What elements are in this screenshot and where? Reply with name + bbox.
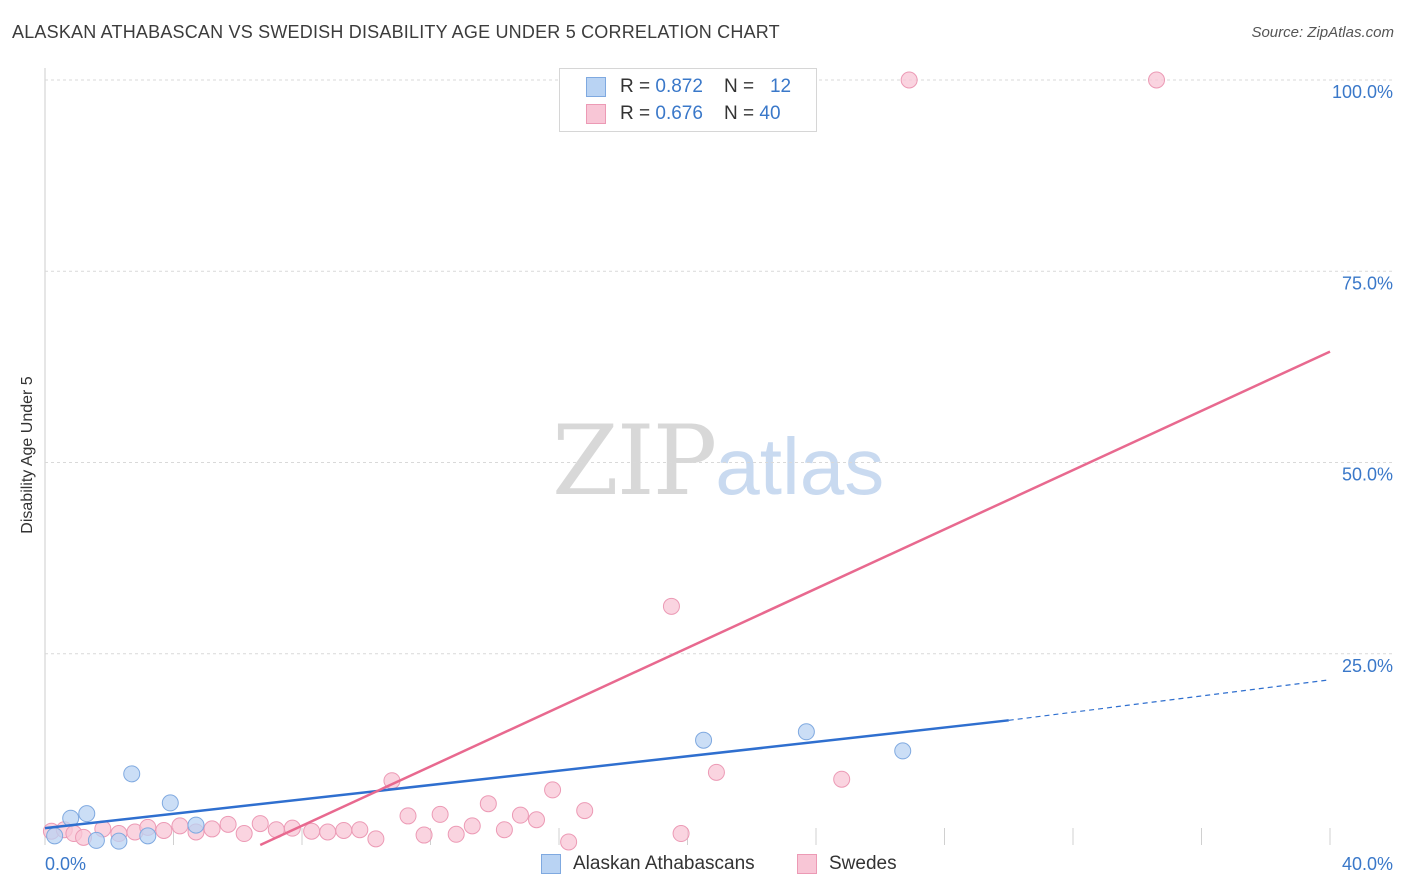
legend-n-label: N = <box>724 76 760 97</box>
legend-swatch-blue <box>586 77 606 97</box>
point-alaskan <box>161 794 179 812</box>
legend-label-swedes: Swedes <box>829 853 897 874</box>
legend-r-label: R = <box>620 76 656 97</box>
point-alaskan <box>78 805 96 823</box>
point-swedes <box>447 825 465 843</box>
watermark-zip: ZIP <box>552 405 717 517</box>
point-swedes <box>251 815 269 833</box>
point-swedes <box>171 817 189 835</box>
point-alaskan <box>87 831 105 849</box>
legend-r-value: 0.676 <box>655 103 703 124</box>
y-tick-label: 100.0% <box>1332 82 1393 102</box>
point-swedes <box>335 821 353 839</box>
point-swedes <box>235 825 253 843</box>
point-swedes <box>662 597 680 615</box>
point-swedes <box>833 770 851 788</box>
point-alaskan <box>46 827 64 845</box>
point-swedes <box>399 807 417 825</box>
point-swedes <box>495 821 513 839</box>
point-alaskan <box>894 742 912 760</box>
point-alaskan <box>187 816 205 834</box>
point-alaskan <box>797 723 815 741</box>
point-swedes <box>511 806 529 824</box>
watermark: ZIPatlas <box>552 405 884 517</box>
point-swedes <box>415 826 433 844</box>
x-tick-label-max: 40.0% <box>1342 854 1393 874</box>
chart-title: ALASKAN ATHABASCAN VS SWEDISH DISABILITY… <box>12 22 780 42</box>
y-tick-label: 75.0% <box>1342 273 1393 293</box>
y-tick-label: 25.0% <box>1342 656 1393 676</box>
point-swedes <box>203 820 221 838</box>
legend-r-value: 0.872 <box>655 76 703 97</box>
point-swedes <box>351 821 369 839</box>
legend-n-value: 40 <box>759 103 781 124</box>
point-swedes <box>528 811 546 829</box>
legend-swatch-pink <box>586 104 606 124</box>
point-alaskan <box>695 731 713 749</box>
legend-swatch-blue <box>541 854 561 874</box>
point-swedes <box>900 71 918 89</box>
point-alaskan <box>110 832 128 850</box>
legend-swatch-pink <box>797 854 817 874</box>
point-swedes <box>431 805 449 823</box>
point-swedes <box>155 821 173 839</box>
x-tick-label-min: 0.0% <box>45 854 86 874</box>
correlation-legend: R = 0.872 N = 12 R = 0.676 N = 40 <box>559 68 817 132</box>
point-swedes <box>367 830 385 848</box>
point-swedes <box>219 815 237 833</box>
point-alaskan <box>123 765 141 783</box>
point-swedes <box>479 795 497 813</box>
point-swedes <box>707 763 725 781</box>
series-legend: Alaskan Athabascans Swedes <box>0 852 1406 878</box>
legend-n-label: N = <box>724 103 760 124</box>
point-swedes <box>576 802 594 820</box>
source-label: Source: ZipAtlas.com <box>1251 24 1394 41</box>
point-alaskan <box>139 827 157 845</box>
point-swedes <box>463 817 481 835</box>
point-swedes <box>560 833 578 851</box>
point-swedes <box>319 823 337 841</box>
trend-line-alaskan-extension <box>1008 679 1331 721</box>
point-swedes <box>1148 71 1166 89</box>
trend-line-swedes <box>259 350 1331 847</box>
trend-line-alaskan <box>44 719 1009 830</box>
watermark-atlas: atlas <box>715 422 885 511</box>
point-swedes <box>544 781 562 799</box>
legend-label-alaskan: Alaskan Athabascans <box>573 853 755 874</box>
point-swedes <box>303 822 321 840</box>
legend-n-value: 12 <box>769 76 792 97</box>
point-swedes <box>672 825 690 843</box>
legend-r-label: R = <box>620 103 656 124</box>
y-tick-label: 50.0% <box>1342 465 1393 485</box>
